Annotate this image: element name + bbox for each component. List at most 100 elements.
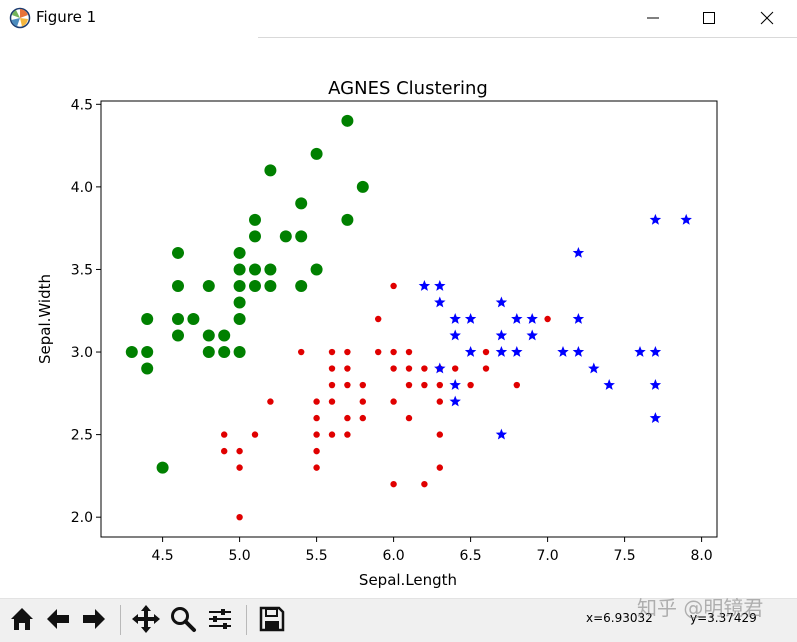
cluster-1-point: [218, 329, 231, 342]
figure-app-icon: [9, 7, 31, 29]
cluster-2-point: [344, 414, 351, 422]
cluster-1-point: [172, 246, 184, 259]
cluster-3-point: [449, 395, 461, 407]
cluster-3-point: [464, 346, 477, 357]
minimize-button[interactable]: [630, 0, 676, 36]
y-tick-label: 3.0: [71, 345, 93, 361]
cluster-1-point: [249, 230, 261, 243]
cluster-1-point: [187, 313, 200, 325]
cluster-2-point: [390, 480, 397, 488]
cluster-1-point: [310, 147, 323, 160]
cluster-3-point: [449, 313, 461, 324]
save-floppy-icon: [259, 606, 285, 632]
cluster-3-point: [634, 346, 646, 357]
maximize-icon: [703, 12, 715, 24]
navigation-toolbar: x=6.93032 y=3.37429: [0, 598, 797, 642]
cluster-1-point: [279, 230, 292, 243]
home-button[interactable]: [6, 603, 38, 635]
minimize-icon: [647, 17, 659, 19]
x-tick-label: 8.0: [690, 548, 712, 564]
cluster-2-point: [436, 398, 443, 405]
cluster-1-point: [233, 346, 246, 359]
cluster-1-point: [341, 114, 354, 127]
cluster-2-point: [482, 348, 490, 356]
cluster-3-point: [495, 296, 508, 308]
cluster-1-point: [249, 263, 261, 276]
cluster-1-point: [264, 279, 277, 292]
back-button[interactable]: [42, 603, 74, 635]
cluster-1-point: [264, 164, 277, 177]
pan-button[interactable]: [130, 603, 162, 635]
cluster-3-point: [434, 296, 446, 308]
titlebar-divider: [258, 37, 797, 38]
cluster-2-point: [313, 464, 320, 471]
cluster-1-point: [125, 346, 138, 359]
x-tick-label: 5.5: [305, 548, 327, 564]
cluster-1-point: [341, 213, 354, 226]
cluster-2-point: [375, 315, 382, 323]
toolbar-separator: [120, 605, 121, 635]
zoom-button[interactable]: [167, 603, 199, 635]
cluster-1-point: [141, 346, 154, 359]
x-tick-label: 6.5: [459, 548, 481, 564]
maximize-button[interactable]: [686, 0, 732, 36]
configure-subplots-icon: [209, 609, 231, 629]
cluster-3-point: [649, 213, 662, 225]
cluster-2-point: [328, 431, 336, 438]
cluster-2-point: [344, 381, 351, 389]
cluster-2-point: [359, 398, 366, 405]
watermark: 知乎 @明镜君: [637, 596, 764, 620]
cluster-3-point: [434, 362, 446, 374]
configure-subplots-button[interactable]: [204, 603, 236, 635]
data-points: [125, 114, 692, 521]
cluster-2-point: [236, 447, 243, 455]
cluster-2-point: [313, 414, 320, 422]
forward-button[interactable]: [78, 603, 110, 635]
cluster-1-point: [172, 329, 184, 342]
zoom-magnifier-icon: [171, 607, 196, 632]
toolbar-separator: [246, 605, 247, 635]
save-button[interactable]: [256, 603, 288, 635]
scatter-chart: AGNES Clustering 4.5 5.0 5.5 6.0 6.5 7.0 7.5 8.…: [36, 78, 718, 589]
figure-canvas[interactable]: [0, 38, 797, 598]
cluster-2-point: [344, 348, 351, 356]
forward-arrow-icon: [83, 609, 105, 629]
y-tick-label: 3.5: [71, 262, 93, 278]
cluster-1-point: [172, 313, 184, 325]
cluster-2-point: [313, 398, 320, 405]
y-tick-label: 2.0: [71, 510, 93, 526]
cluster-3-point: [464, 313, 477, 324]
cluster-2-point: [344, 431, 351, 438]
x-tick-label: 5.0: [228, 548, 250, 564]
y-axis-label: Sepal.Width: [36, 274, 54, 364]
cluster-2-point: [544, 315, 551, 323]
cluster-2-point: [482, 365, 490, 372]
cluster-2-point: [467, 381, 474, 389]
cluster-3-point: [588, 362, 600, 374]
cluster-3-point: [434, 279, 446, 291]
y-coordinate-readout: y=3.37429: [690, 611, 757, 625]
cluster-1-point: [310, 263, 323, 276]
y-tick-label: 4.0: [71, 180, 93, 196]
cluster-1-point: [141, 362, 154, 375]
cluster-2-point: [405, 414, 413, 422]
cluster-2-point: [313, 431, 320, 438]
cluster-2-point: [390, 398, 397, 405]
cluster-3-point: [572, 346, 585, 357]
cluster-3-point: [495, 428, 508, 440]
plot-area-frame: [100, 100, 718, 538]
cluster-3-point: [449, 329, 461, 341]
x-tick-label: 7.5: [613, 548, 635, 564]
cluster-2-point: [513, 381, 520, 389]
cluster-3-point: [649, 412, 662, 423]
window-titlebar: Figure 1: [0, 0, 797, 38]
close-button[interactable]: [744, 0, 790, 36]
cluster-2-point: [298, 348, 305, 356]
cluster-2-point: [328, 348, 336, 356]
cluster-3-point: [511, 313, 523, 324]
y-axis: 2.0 2.5 3.0 3.5 4.0 4.5: [71, 97, 101, 526]
cluster-2-point: [359, 414, 366, 422]
cluster-3-point: [603, 379, 615, 390]
cluster-3-point: [526, 329, 538, 341]
cluster-2-point: [436, 381, 443, 389]
